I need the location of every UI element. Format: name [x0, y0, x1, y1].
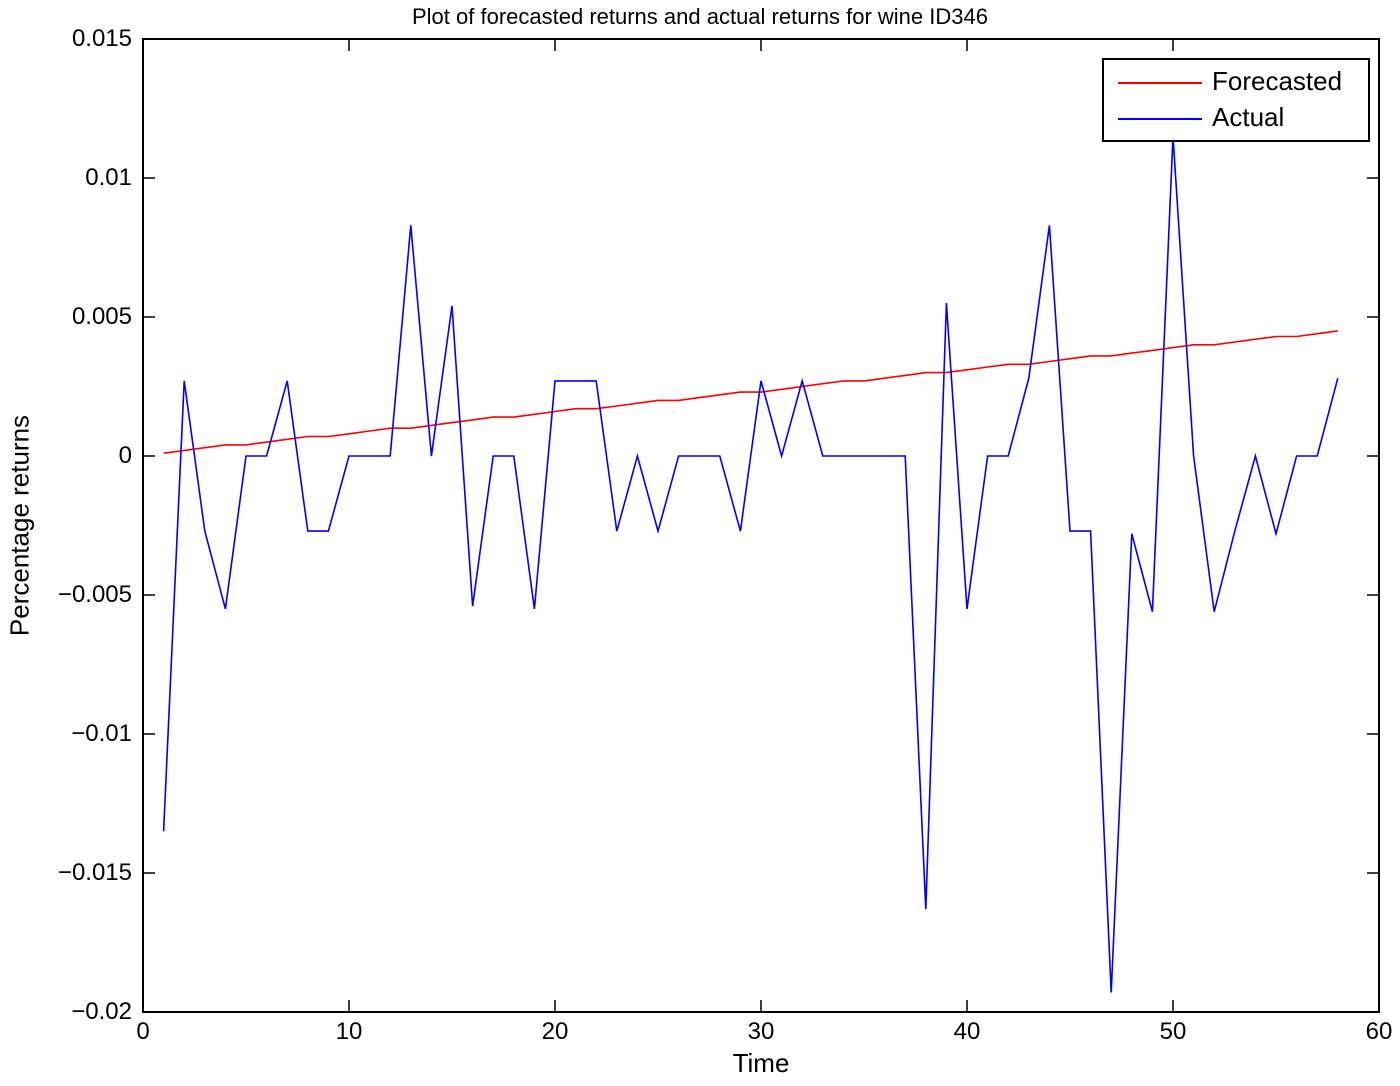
x-tick-label: 10: [335, 1018, 363, 1045]
x-tick-label: 20: [541, 1018, 569, 1045]
y-tick-label: −0.01: [71, 720, 132, 747]
x-axis-label: Time: [732, 1048, 790, 1078]
legend: Forecasted Actual: [1102, 58, 1370, 142]
y-tick-label: −0.02: [71, 998, 132, 1025]
x-tick-label: 0: [136, 1018, 150, 1045]
y-tick-label: 0.01: [85, 164, 132, 191]
legend-item-forecasted: Forecasted: [1104, 64, 1368, 100]
y-axis-label: Percentage returns: [4, 414, 35, 637]
y-tick-label: 0.005: [71, 303, 132, 330]
series-layer: [162, 136, 1339, 993]
forecasted-series-line: [163, 330, 1338, 454]
axes-box: [142, 38, 1380, 1013]
x-tick-label: 40: [953, 1018, 981, 1045]
legend-item-actual: Actual: [1104, 100, 1368, 136]
legend-label: Forecasted: [1212, 66, 1343, 96]
y-tick-label: −0.005: [57, 581, 132, 608]
x-tick-label: 30: [747, 1018, 775, 1045]
x-tick-label: 60: [1365, 1018, 1393, 1045]
tick-marks: [142, 38, 1380, 1013]
legend-label: Actual: [1212, 102, 1285, 132]
red-line-swatch-icon: [1118, 82, 1202, 84]
blue-line-swatch-icon: [1118, 118, 1202, 120]
x-tick-label: 50: [1159, 1018, 1187, 1045]
chart-title: Plot of forecasted returns and actual re…: [412, 4, 988, 29]
y-tick-label: 0: [118, 442, 132, 469]
y-tick-label: 0.015: [71, 25, 132, 52]
actual-series-line: [162, 136, 1339, 993]
y-tick-label: −0.015: [57, 859, 132, 886]
